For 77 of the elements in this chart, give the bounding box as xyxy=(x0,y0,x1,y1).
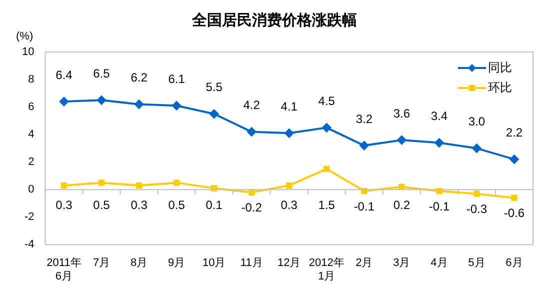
point xyxy=(97,96,106,105)
point xyxy=(511,194,518,201)
y-axis-title: (%) xyxy=(16,30,34,43)
y-tick-label: 10 xyxy=(22,46,34,58)
data-label: 3.6 xyxy=(393,106,410,120)
data-label: 3.2 xyxy=(356,112,373,126)
data-label: 3.4 xyxy=(430,109,448,124)
data-label: 4.5 xyxy=(318,94,336,108)
point xyxy=(284,128,294,138)
point xyxy=(434,138,444,148)
x-tick-label: 10月 xyxy=(202,257,226,270)
y-tick-label: 4 xyxy=(28,128,34,141)
data-label: -0.3 xyxy=(466,202,488,216)
point xyxy=(286,182,292,189)
x-tick-label: 2012年 1月 xyxy=(308,257,344,282)
data-label: 5.5 xyxy=(206,80,223,94)
point xyxy=(210,185,218,192)
legend-label: 环比 xyxy=(488,80,512,94)
data-label: -0.2 xyxy=(241,200,262,215)
point xyxy=(173,180,180,186)
point xyxy=(59,97,68,106)
point xyxy=(360,141,369,150)
x-tick-label: 9月 xyxy=(168,257,186,270)
y-tick-label: 6 xyxy=(28,101,34,114)
x-tick-label: 12月 xyxy=(277,257,301,270)
y-tick-label: -4 xyxy=(24,238,34,251)
x-tick-label: 4月 xyxy=(430,257,448,270)
point xyxy=(397,136,406,145)
point xyxy=(474,190,480,197)
point xyxy=(134,100,144,109)
data-label: 0.2 xyxy=(393,198,410,212)
point xyxy=(98,180,105,186)
x-tick-label: 2011年 6月 xyxy=(46,257,82,282)
data-label: 0.5 xyxy=(168,198,186,212)
data-label: 6.5 xyxy=(93,66,110,80)
y-tick-label: 0 xyxy=(28,184,34,196)
data-label: 6.4 xyxy=(56,68,73,82)
point xyxy=(510,154,519,164)
point xyxy=(436,188,442,194)
point xyxy=(247,127,256,136)
x-tick-label: 2月 xyxy=(356,257,373,270)
point xyxy=(210,109,219,118)
chart-title: 全国居民消费价格涨跌幅 xyxy=(191,12,357,30)
data-label: 6.2 xyxy=(130,70,148,85)
data-label: 0.3 xyxy=(56,198,73,212)
data-label: 2.2 xyxy=(506,126,523,140)
point xyxy=(248,189,255,196)
x-tick-label: 3月 xyxy=(393,257,410,270)
x-tick-label: 7月 xyxy=(92,257,110,270)
legend-label: 同比 xyxy=(488,60,512,74)
data-label: 4.2 xyxy=(243,98,260,112)
data-label: 4.1 xyxy=(280,99,298,114)
point xyxy=(60,182,68,189)
point xyxy=(472,144,482,153)
point xyxy=(361,188,368,194)
data-label: 0.1 xyxy=(206,198,223,212)
data-label: 3.0 xyxy=(468,114,486,129)
x-tick-label: 11月 xyxy=(240,257,263,270)
point xyxy=(172,101,182,110)
data-label: -0.6 xyxy=(504,206,525,220)
point xyxy=(136,182,142,189)
point xyxy=(322,123,332,132)
data-label: 0.5 xyxy=(93,198,110,212)
x-tick-label: 6月 xyxy=(506,257,523,270)
y-tick-label: 2 xyxy=(28,156,34,168)
x-tick-label: 8月 xyxy=(130,257,148,270)
x-tick-label: 5月 xyxy=(468,257,486,270)
data-label: 0.3 xyxy=(280,198,298,212)
point xyxy=(324,166,330,172)
data-label: 6.1 xyxy=(168,72,186,86)
data-label: 1.5 xyxy=(318,198,336,212)
y-tick-label: 8 xyxy=(28,74,34,86)
data-label: 0.3 xyxy=(130,198,148,212)
data-label: -0.1 xyxy=(428,199,450,214)
y-tick-label: -2 xyxy=(24,211,34,224)
point xyxy=(398,184,405,190)
data-label: -0.1 xyxy=(354,199,375,214)
